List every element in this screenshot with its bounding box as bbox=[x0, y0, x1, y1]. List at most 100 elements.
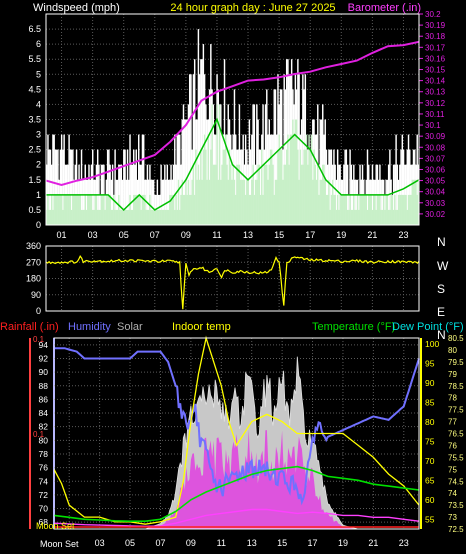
indoor-tick-label: 79.5 bbox=[448, 358, 464, 367]
barometer-tick-label: 30.2 bbox=[425, 10, 441, 19]
wind-gust-bar bbox=[92, 149, 94, 225]
wind-x-tick-label: 23 bbox=[398, 230, 408, 240]
compass-label: S bbox=[437, 282, 445, 296]
wind-average-bar bbox=[186, 194, 188, 225]
wind-gust-bar bbox=[188, 74, 191, 225]
rainfall-legend: Rainfall (.in) bbox=[0, 321, 59, 333]
wind-gust-bar bbox=[355, 179, 358, 225]
wind-average-bar bbox=[339, 194, 341, 225]
wind-average-bar bbox=[177, 179, 180, 225]
wind-gust-bar bbox=[174, 134, 176, 225]
barometer-tick-label: 30.18 bbox=[425, 32, 446, 41]
wind-average-bar bbox=[308, 134, 310, 225]
wind-gust-bar bbox=[351, 179, 354, 225]
wind-average-bar bbox=[268, 164, 270, 225]
wind-gust-bar bbox=[179, 134, 181, 225]
wind-gust-bar bbox=[201, 59, 203, 226]
wind-average-bar bbox=[314, 164, 316, 225]
wind-average-bar bbox=[150, 209, 152, 225]
temperature-tick-label: 95 bbox=[425, 358, 435, 368]
windspeed-label: Windspeed (mph) bbox=[33, 2, 120, 14]
wind-average-bar bbox=[329, 209, 331, 225]
wind-average-bar bbox=[93, 209, 95, 225]
wind-average-bar bbox=[365, 194, 367, 225]
wind-gust-bar bbox=[175, 164, 177, 225]
wind-gust-bar bbox=[147, 179, 150, 225]
wind-average-bar bbox=[404, 194, 406, 225]
wind-average-bar bbox=[84, 194, 86, 225]
wind-average-bar bbox=[242, 179, 244, 225]
wind-average-bar bbox=[382, 194, 385, 225]
wind-average-bar bbox=[223, 149, 226, 225]
wind-gust-bar bbox=[170, 164, 172, 225]
wind-gust-bar bbox=[334, 164, 336, 225]
humidity-tick-label: 82 bbox=[39, 422, 49, 432]
wind-gust-bar bbox=[161, 179, 164, 225]
wind-gust-bar bbox=[233, 89, 236, 226]
wind-gust-bar bbox=[319, 119, 321, 225]
wind-gust-bar bbox=[126, 149, 129, 225]
wind-average-bar bbox=[276, 179, 278, 225]
wind-gust-bar bbox=[57, 149, 59, 225]
wind-average-bar bbox=[407, 194, 410, 225]
wind-gust-bar bbox=[405, 164, 407, 225]
wind-average-bar bbox=[319, 179, 321, 225]
wind-average-bar bbox=[69, 194, 72, 225]
wind-gust-bar bbox=[138, 134, 140, 225]
wind-gust-bar bbox=[266, 89, 268, 226]
wind-average-bar bbox=[386, 194, 389, 225]
wind-gust-bar bbox=[151, 179, 154, 225]
wind-gust-bar bbox=[394, 164, 396, 225]
rain-axis-label: 0.1 bbox=[33, 335, 45, 344]
wind-average-bar bbox=[162, 209, 165, 225]
wind-average-bar bbox=[54, 194, 57, 225]
wind-gust-bar bbox=[297, 59, 299, 226]
wind-average-bar bbox=[271, 149, 273, 225]
indoor-tick-label: 76 bbox=[448, 441, 457, 450]
wind-y-tick-label: 6 bbox=[36, 39, 41, 49]
wind-average-bar bbox=[75, 194, 78, 225]
wind-average-bar bbox=[135, 194, 137, 225]
wind-average-bar bbox=[346, 209, 349, 225]
wind-average-bar bbox=[258, 164, 261, 225]
humidity-tick-label: 78 bbox=[39, 449, 49, 459]
wind-gust-bar bbox=[120, 164, 123, 225]
wind-average-bar bbox=[167, 209, 170, 225]
wind-average-bar bbox=[79, 194, 82, 225]
wind-average-bar bbox=[109, 194, 111, 225]
wind-average-bar bbox=[230, 164, 232, 225]
wind-gust-bar bbox=[133, 149, 135, 225]
wind-average-bar bbox=[295, 119, 298, 225]
wind-average-bar bbox=[396, 209, 399, 225]
wind-gust-bar bbox=[53, 134, 55, 225]
wind-direction-line bbox=[45, 255, 420, 310]
wind-average-bar bbox=[282, 179, 284, 225]
wind-average-bar bbox=[200, 149, 202, 225]
wind-average-bar bbox=[114, 209, 116, 225]
direction-y-tick-label: 270 bbox=[26, 257, 41, 267]
wind-average-bar bbox=[63, 194, 65, 225]
wind-gust-bar bbox=[210, 44, 212, 225]
humidity-tick-label: 74 bbox=[39, 476, 49, 486]
wind-average-bar bbox=[141, 194, 144, 225]
indoor-tick-label: 75 bbox=[448, 465, 457, 474]
wind-average-bar bbox=[89, 194, 91, 225]
wind-average-bar bbox=[380, 209, 382, 225]
wind-average-bar bbox=[373, 194, 375, 225]
wind-average-bar bbox=[416, 194, 418, 225]
wind-average-bar bbox=[313, 149, 315, 225]
wind-average-bar bbox=[120, 209, 123, 225]
indoor-tick-label: 74 bbox=[448, 489, 457, 498]
wind-average-bar bbox=[236, 164, 238, 225]
wind-average-bar bbox=[244, 194, 247, 225]
wind-gust-bar bbox=[392, 164, 395, 225]
wind-gust-bar bbox=[234, 134, 237, 225]
wind-average-bar bbox=[221, 164, 223, 225]
wind-average-bar bbox=[190, 194, 192, 225]
wind-average-bar bbox=[344, 194, 346, 225]
wind-average-bar bbox=[331, 179, 334, 225]
wind-average-bar bbox=[149, 194, 151, 225]
wind-average-bar bbox=[333, 194, 335, 225]
wind-gust-bar bbox=[119, 164, 121, 225]
